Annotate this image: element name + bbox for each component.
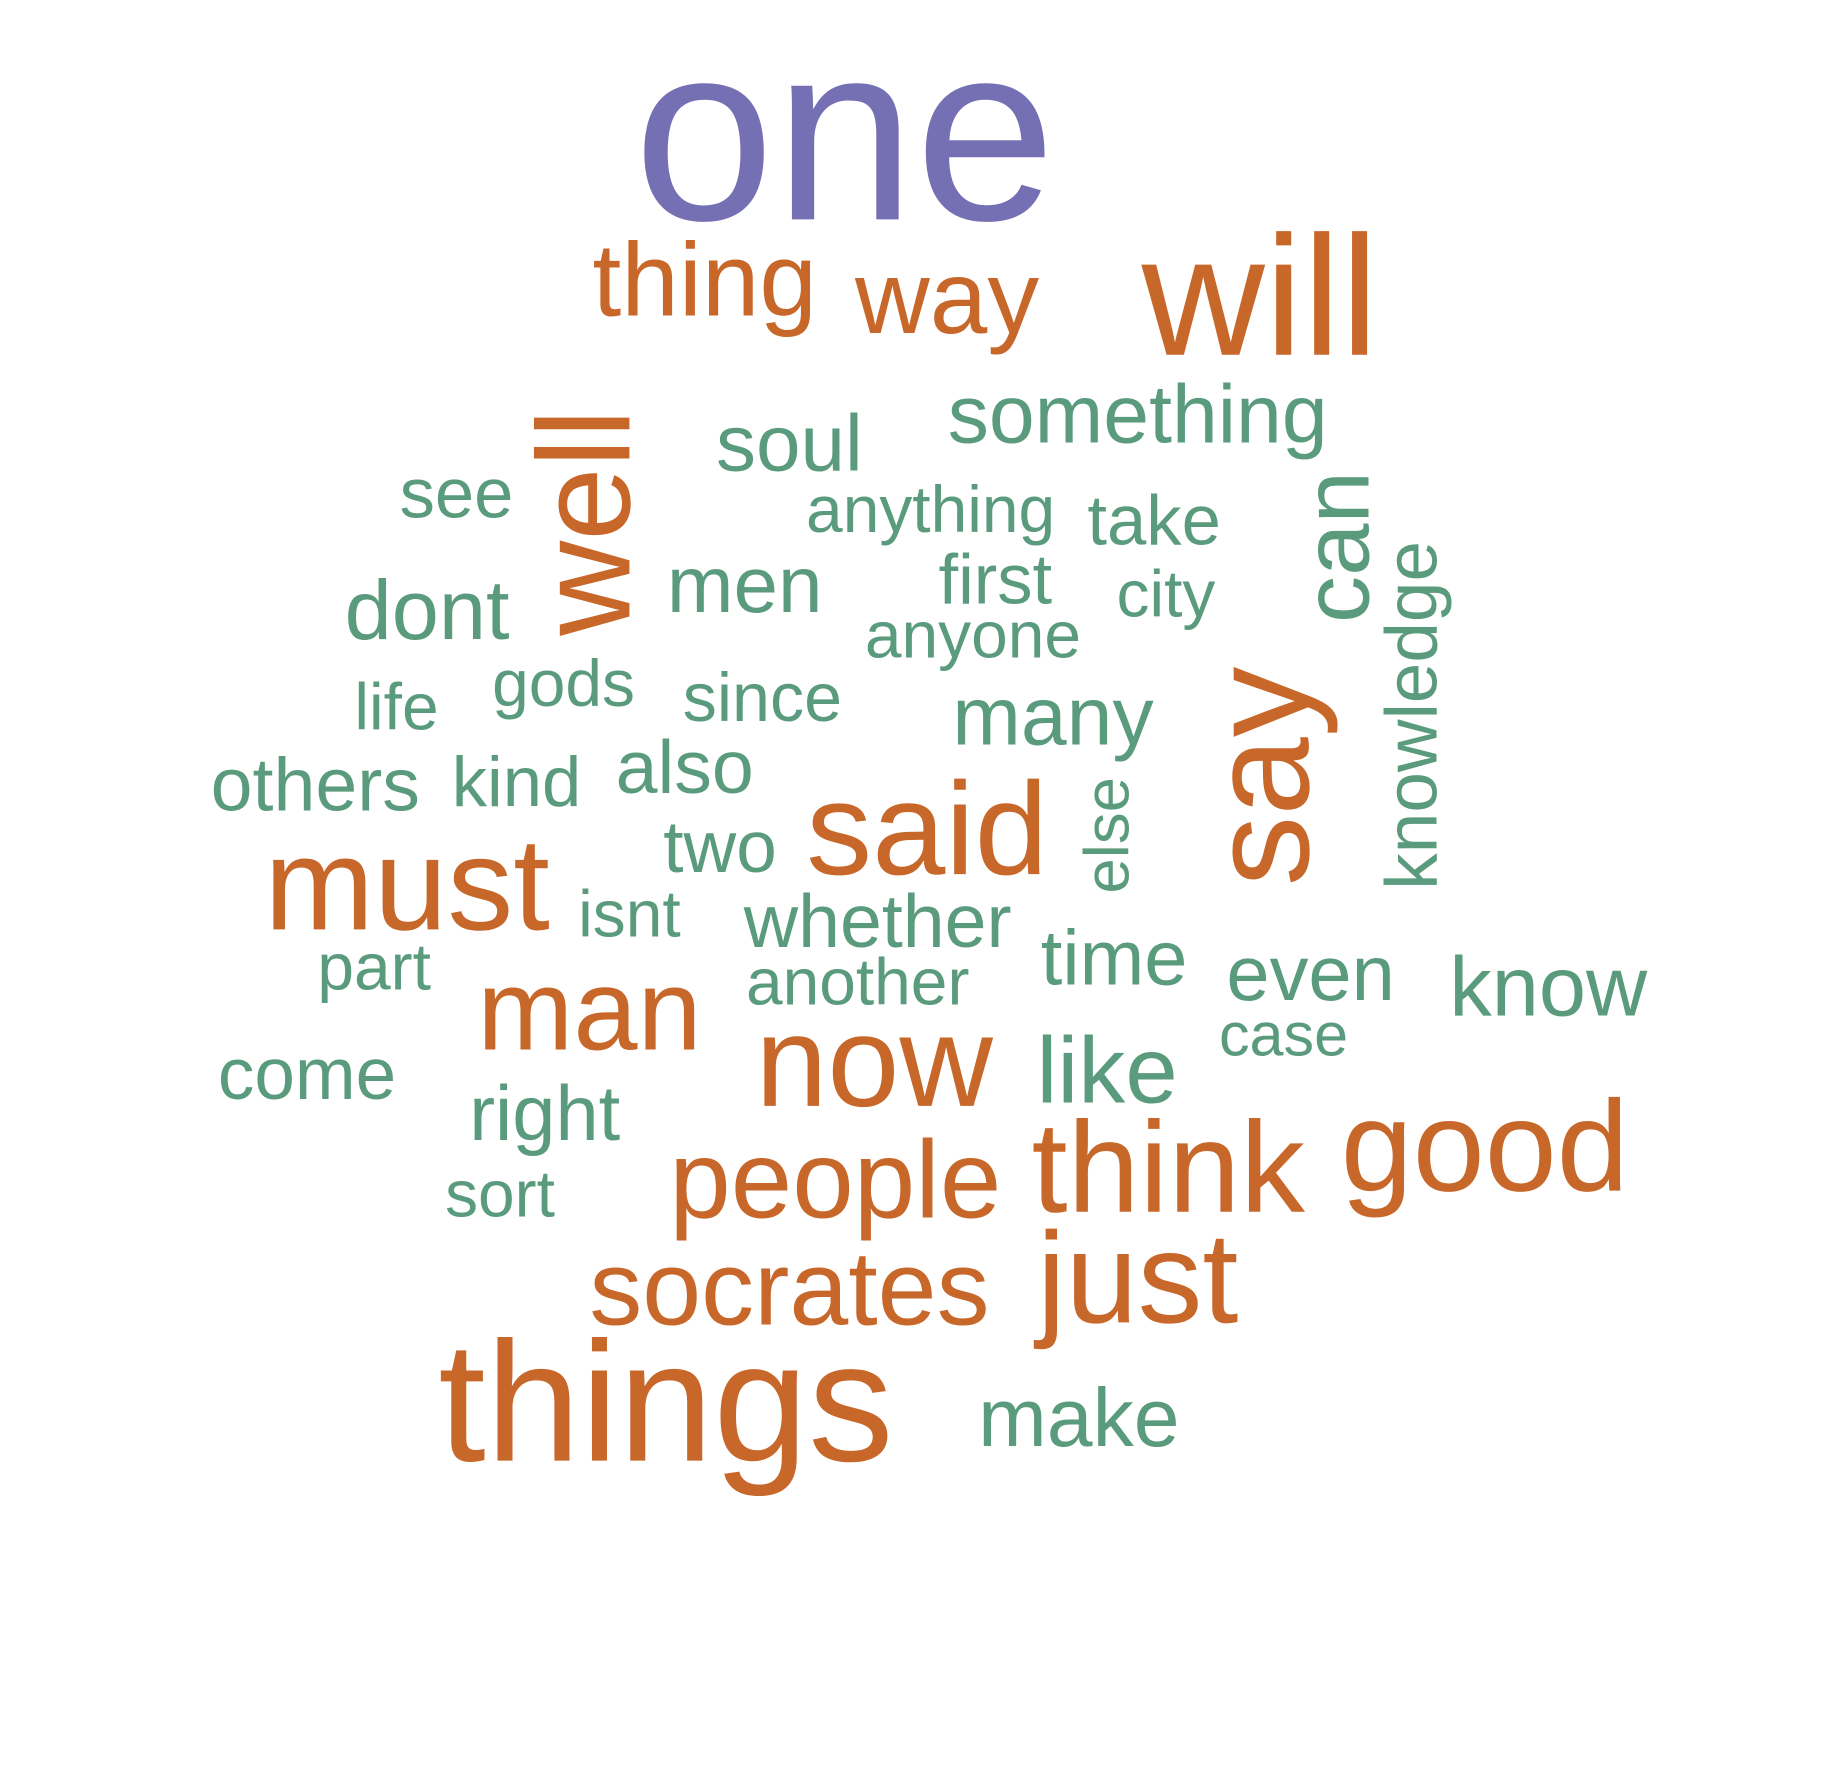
- word-take: take: [1087, 481, 1221, 561]
- word-will: will: [1141, 200, 1379, 392]
- word-knowledge: knowledge: [1371, 540, 1453, 890]
- word-see: see: [399, 454, 514, 533]
- word-make: make: [978, 1371, 1180, 1464]
- word-also: also: [615, 724, 754, 810]
- word-must: must: [264, 810, 550, 958]
- word-man: man: [477, 944, 702, 1075]
- word-case: case: [1218, 1001, 1349, 1070]
- word-first: first: [938, 540, 1053, 619]
- word-kind: kind: [451, 742, 582, 822]
- word-thing: thing: [592, 221, 817, 338]
- word-another: another: [745, 944, 970, 1019]
- word-city: city: [1116, 556, 1216, 631]
- word-well: well: [510, 408, 658, 636]
- word-way: way: [855, 238, 1040, 356]
- word-one: one: [633, 0, 1056, 274]
- word-people: people: [669, 1117, 1002, 1242]
- word-right: right: [469, 1069, 621, 1157]
- word-just: just: [1036, 1205, 1239, 1351]
- word-whether: whether: [743, 878, 1012, 964]
- word-sort: sort: [445, 1156, 555, 1231]
- word-know: know: [1449, 940, 1648, 1035]
- word-time: time: [1040, 914, 1188, 1002]
- word-soul: soul: [716, 398, 863, 489]
- word-now: now: [755, 989, 993, 1135]
- word-else: else: [1071, 777, 1143, 894]
- word-isnt: isnt: [578, 876, 681, 951]
- word-many: many: [952, 670, 1154, 763]
- word-something: something: [947, 368, 1328, 461]
- word-life: life: [354, 669, 439, 744]
- word-say: say: [1181, 666, 1339, 887]
- word-said: said: [806, 755, 1048, 903]
- word-anyone: anyone: [864, 597, 1082, 672]
- word-anything: anything: [806, 471, 1056, 546]
- word-gods: gods: [492, 645, 635, 721]
- word-dont: dont: [344, 563, 510, 658]
- word-part: part: [317, 929, 431, 1004]
- word-others: others: [210, 742, 420, 828]
- word-come: come: [217, 1034, 397, 1116]
- word-like: like: [1036, 1017, 1178, 1123]
- word-think: think: [1031, 1095, 1305, 1241]
- word-things: things: [438, 1306, 894, 1498]
- word-two: two: [663, 807, 777, 889]
- word-can: can: [1283, 471, 1389, 623]
- word-men: men: [666, 540, 823, 630]
- word-good: good: [1340, 1074, 1629, 1219]
- word-since: since: [682, 660, 843, 737]
- word-even: even: [1226, 929, 1395, 1017]
- word-socrates: socrates: [589, 1230, 990, 1349]
